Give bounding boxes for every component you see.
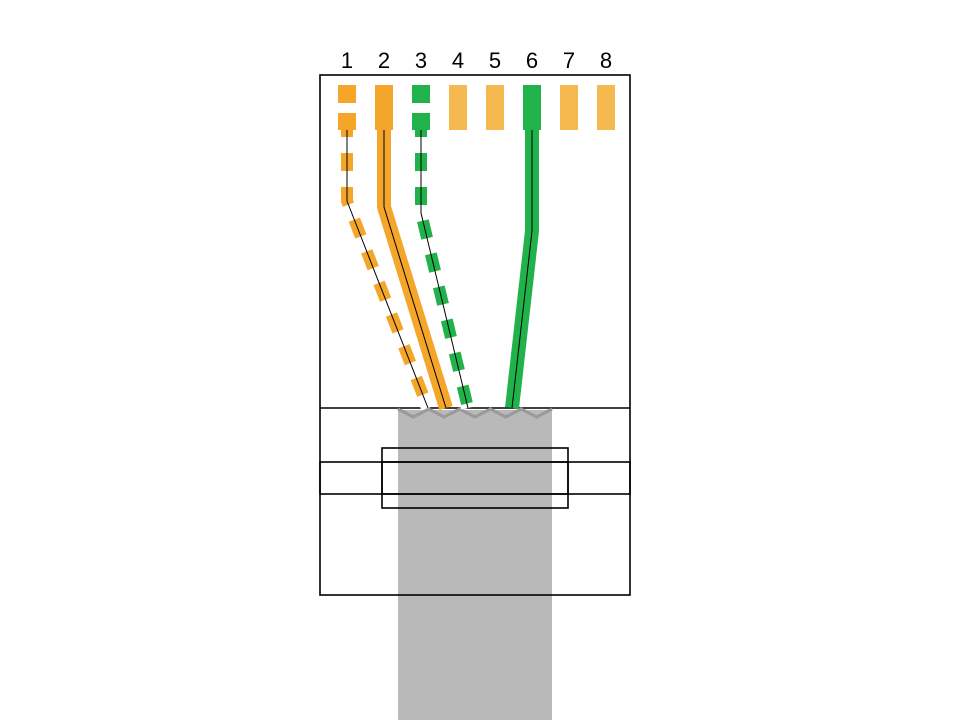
pin-contact-1-stripe [338, 103, 356, 113]
pin-contact-4 [449, 85, 467, 130]
pin-label-3: 3 [415, 48, 427, 73]
pin-label-1: 1 [341, 48, 353, 73]
diagram-svg: 12345678 [0, 0, 960, 720]
pin-label-5: 5 [489, 48, 501, 73]
pin-label-6: 6 [526, 48, 538, 73]
pin-contact-2 [375, 85, 393, 130]
pin-contact-3-stripe [412, 103, 430, 113]
pin-label-7: 7 [563, 48, 575, 73]
rj45-wiring-diagram: 12345678 [0, 0, 960, 720]
cable-jacket [398, 410, 552, 720]
pin-contact-6 [523, 85, 541, 130]
pin-label-4: 4 [452, 48, 464, 73]
pin-contact-5 [486, 85, 504, 130]
pin-label-2: 2 [378, 48, 390, 73]
pin-contact-8 [597, 85, 615, 130]
pin-label-8: 8 [600, 48, 612, 73]
pin-contact-7 [560, 85, 578, 130]
